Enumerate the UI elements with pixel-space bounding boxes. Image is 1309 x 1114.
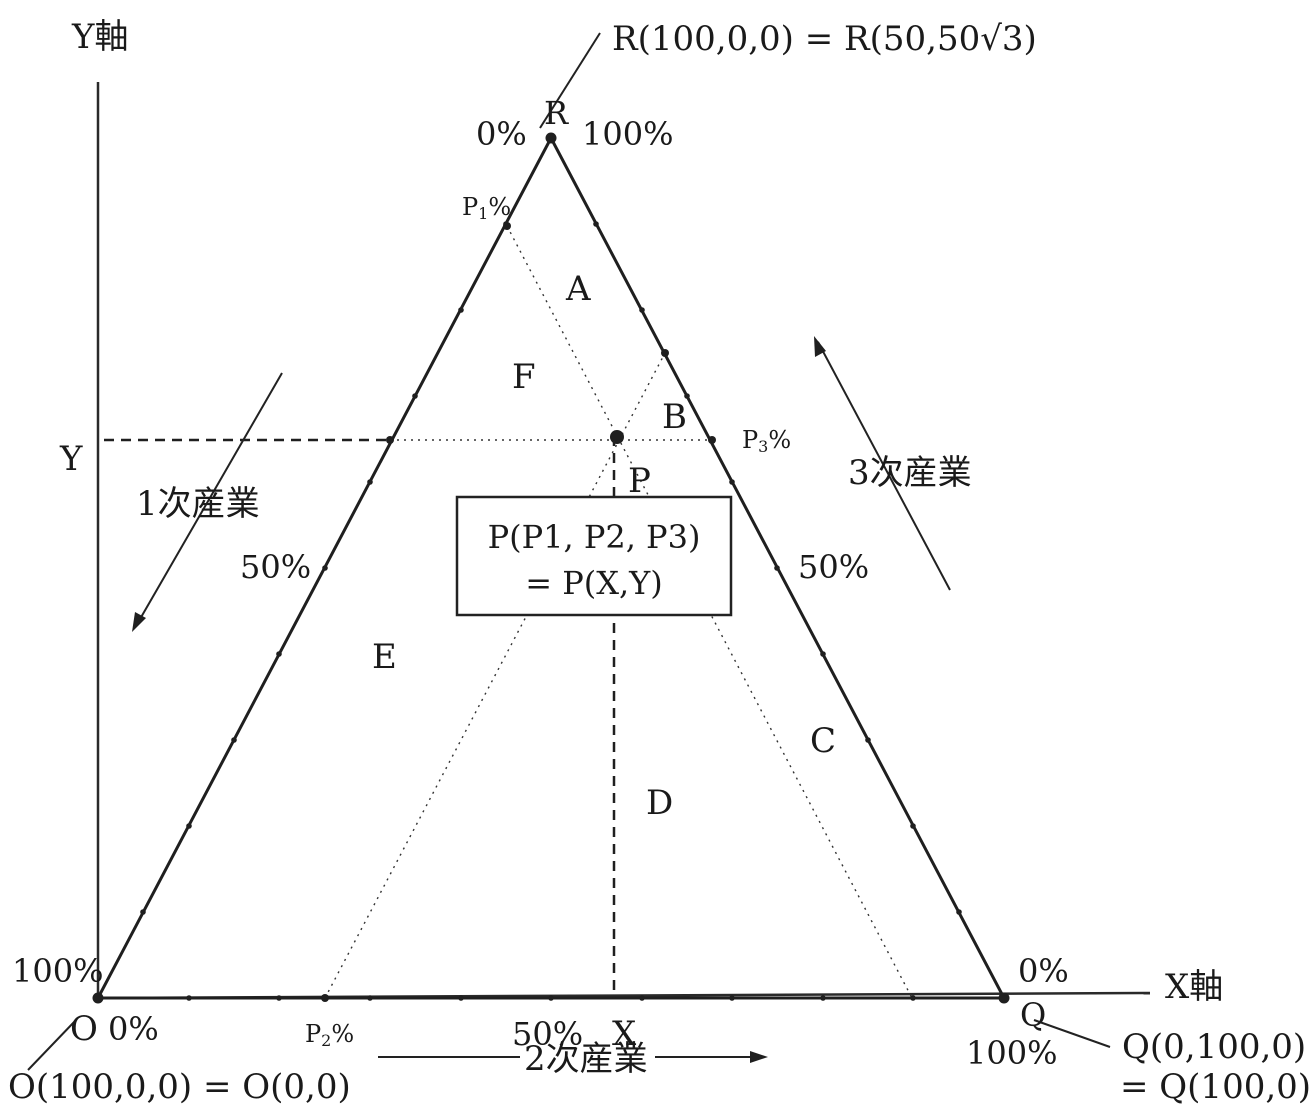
primary-industry-arrowhead bbox=[132, 612, 146, 632]
bottom-side-tick bbox=[367, 995, 373, 1001]
vertex-o-formula: O(100,0,0) = O(0,0) bbox=[8, 1067, 351, 1107]
secondary-industry-arrowhead bbox=[750, 1051, 768, 1063]
left-side-tick bbox=[322, 565, 328, 571]
primary-industry-label: 1次産業 bbox=[136, 484, 260, 524]
tick-marks bbox=[140, 221, 962, 1001]
vertex-r-dot bbox=[545, 132, 557, 144]
bottom-side-tick bbox=[458, 995, 464, 1001]
primary-industry-arrow-shaft bbox=[135, 372, 283, 627]
secondary-industry-label: 2次産業 bbox=[524, 1039, 648, 1079]
vertex-r-label: R bbox=[544, 94, 569, 132]
p3-percent-label: P3% bbox=[742, 426, 791, 456]
right-side-tick bbox=[729, 479, 735, 485]
vertex-q-dot bbox=[998, 992, 1010, 1004]
tertiary-industry-arrow-shaft bbox=[817, 341, 951, 591]
formula-line1: P(P1, P2, P3) bbox=[488, 518, 701, 556]
left-side-tick bbox=[412, 393, 418, 399]
bottom-side-tick bbox=[639, 995, 645, 1001]
pct-bottom-mid: 50% bbox=[512, 1015, 583, 1053]
pct-right-mid: 50% bbox=[798, 548, 869, 586]
p2-percent-label: P2% bbox=[305, 1020, 354, 1050]
region-e-label: E bbox=[372, 637, 397, 677]
formula-line2: = P(X,Y) bbox=[525, 564, 663, 602]
pct-bottom-left-100: 100% bbox=[12, 952, 103, 990]
right-side-tick bbox=[593, 221, 599, 227]
vertex-o-label: O bbox=[70, 1009, 98, 1049]
vertex-q-formula-line2: = Q(100,0) bbox=[1120, 1067, 1309, 1107]
vertex-q-formula-line1: Q(0,100,0) bbox=[1122, 1027, 1306, 1067]
p1-dot bbox=[503, 222, 511, 230]
bottom-side-tick bbox=[548, 995, 554, 1001]
y-value-label: Y bbox=[59, 439, 83, 479]
o-leader-line bbox=[27, 1019, 77, 1071]
bottom-side-tick bbox=[276, 995, 282, 1001]
right-side-tick bbox=[910, 823, 916, 829]
left-side-tick bbox=[276, 651, 282, 657]
tertiary-industry-arrowhead bbox=[814, 336, 826, 357]
r-leader-line bbox=[539, 32, 601, 129]
point-p-label: P bbox=[628, 461, 651, 501]
region-d-label: D bbox=[646, 783, 673, 823]
p-intersect-dot bbox=[661, 349, 669, 357]
p3-dot bbox=[708, 436, 716, 444]
pct-top-left: 0% bbox=[476, 115, 527, 153]
p2-dotted-line bbox=[324, 352, 666, 999]
right-side-tick bbox=[956, 909, 962, 915]
bottom-side-tick bbox=[729, 995, 735, 1001]
pct-left-mid: 50% bbox=[240, 548, 311, 586]
y-axis-title: Y軸 bbox=[71, 17, 128, 57]
q-leader-line bbox=[1033, 1019, 1111, 1048]
p2-dot bbox=[321, 994, 329, 1002]
point-p-dot bbox=[610, 430, 624, 444]
region-f-label: F bbox=[512, 357, 536, 397]
left-side-tick bbox=[186, 823, 192, 829]
pct-top-right: 100% bbox=[582, 115, 673, 153]
right-side-tick bbox=[820, 651, 826, 657]
left-side-tick bbox=[367, 479, 373, 485]
right-side-tick bbox=[639, 307, 645, 313]
left-side-tick bbox=[458, 307, 464, 313]
left-side-tick bbox=[231, 737, 237, 743]
bottom-side-tick bbox=[186, 995, 192, 1001]
bottom-side-tick bbox=[910, 995, 916, 1001]
pct-bottom-left-0: 0% bbox=[108, 1010, 159, 1048]
vertex-r-formula: R(100,0,0) = R(50,50√3) bbox=[612, 19, 1037, 59]
vertex-o-dot bbox=[92, 992, 104, 1004]
pct-bottom-right-100: 100% bbox=[966, 1034, 1057, 1072]
x-axis-title: X軸 bbox=[1165, 967, 1223, 1007]
pct-bottom-right-0: 0% bbox=[1018, 952, 1069, 990]
bottom-side-tick bbox=[820, 995, 826, 1001]
vertex-q-label: Q bbox=[1020, 996, 1046, 1034]
p-y-dot bbox=[386, 436, 394, 444]
region-c-label: C bbox=[810, 721, 836, 761]
formula-box bbox=[455, 495, 733, 617]
tertiary-industry-label: 3次産業 bbox=[848, 453, 972, 493]
right-side-tick bbox=[774, 565, 780, 571]
p1-percent-label: P1% bbox=[462, 193, 511, 223]
region-a-label: A bbox=[565, 269, 591, 309]
region-b-label: B bbox=[662, 397, 687, 437]
x-value-label: X bbox=[612, 1014, 637, 1054]
right-side-tick bbox=[865, 737, 871, 743]
right-side-tick bbox=[684, 393, 690, 399]
left-side-tick bbox=[140, 909, 146, 915]
